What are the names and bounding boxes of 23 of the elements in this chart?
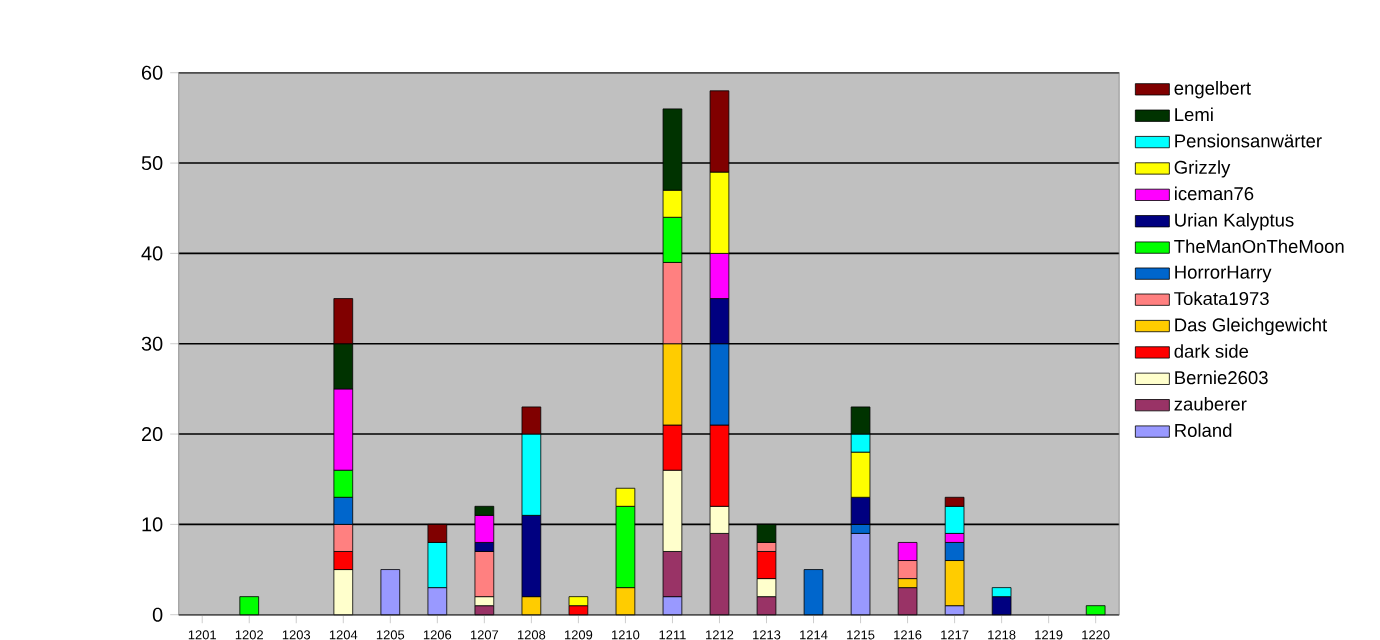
legend-label: dark side — [1174, 344, 1249, 358]
legend-label: HorrorHarry — [1175, 265, 1272, 283]
legend-label: zauberer — [1174, 396, 1247, 411]
legend-label: Pensionsanwärter — [1175, 133, 1322, 148]
y-tick-label: 40 — [141, 246, 163, 261]
y-tick-label: 0 — [152, 607, 163, 622]
bar — [568, 596, 589, 607]
y-tick-label: 20 — [141, 427, 163, 442]
bar — [474, 551, 495, 598]
y-tick-label: 30 — [141, 336, 163, 351]
legend-label: iceman76 — [1175, 186, 1254, 201]
legend-label: Tokata1973 — [1174, 291, 1269, 306]
y-tick-label: 50 — [141, 156, 163, 171]
legend-label: Bernie2603 — [1175, 370, 1268, 385]
legend-label: Urian Kalyptus — [1175, 213, 1294, 231]
legend-label: Grizzly — [1174, 160, 1231, 178]
legend-label: Lemi — [1175, 107, 1213, 122]
legend-label: Roland — [1175, 423, 1232, 437]
y-tick-label: 60 — [141, 65, 163, 80]
legend-label: engelbert — [1174, 81, 1251, 99]
legend-label: Das Gleichgewicht — [1175, 317, 1328, 336]
legend-label: TheManOnTheMoon — [1174, 239, 1344, 254]
y-tick-label: 10 — [142, 517, 163, 532]
